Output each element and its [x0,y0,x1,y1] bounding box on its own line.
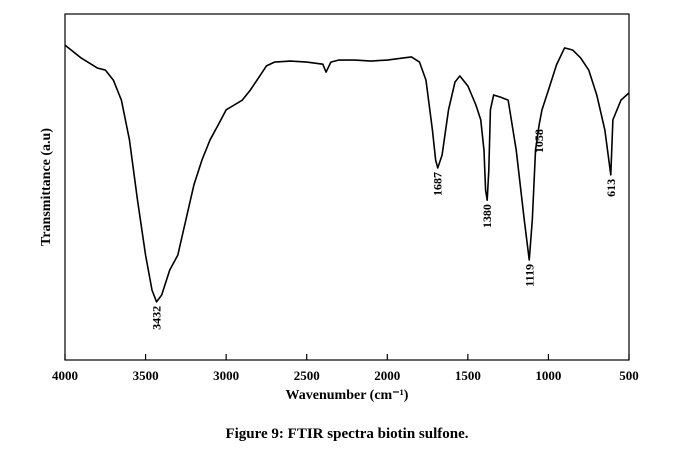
peak-label: 1687 [431,172,445,196]
x-tick-label: 4000 [52,368,78,383]
x-tick-label: 2000 [374,368,400,383]
peak-label: 1119 [522,264,536,287]
x-tick-label: 3500 [133,368,159,383]
spectrum-line [64,44,630,303]
x-tick-label: 1000 [535,368,561,383]
plot-frame [64,13,630,361]
peak-label: 613 [604,179,618,197]
x-tick-label: 2500 [294,368,320,383]
x-axis-label: Wavenumber (cm⁻¹) [286,388,409,403]
y-axis-label: Transmittance (a.u) [39,128,54,246]
x-tick-label: 500 [619,368,639,383]
x-tick-label: 1500 [455,368,481,383]
caption: Figure 9: FTIR spectra biotin sulfone. [225,426,468,442]
peak-label: 1058 [532,129,546,153]
peak-label: 3432 [150,306,164,330]
x-tick-label: 3000 [213,368,239,383]
peak-label: 1380 [480,204,494,228]
